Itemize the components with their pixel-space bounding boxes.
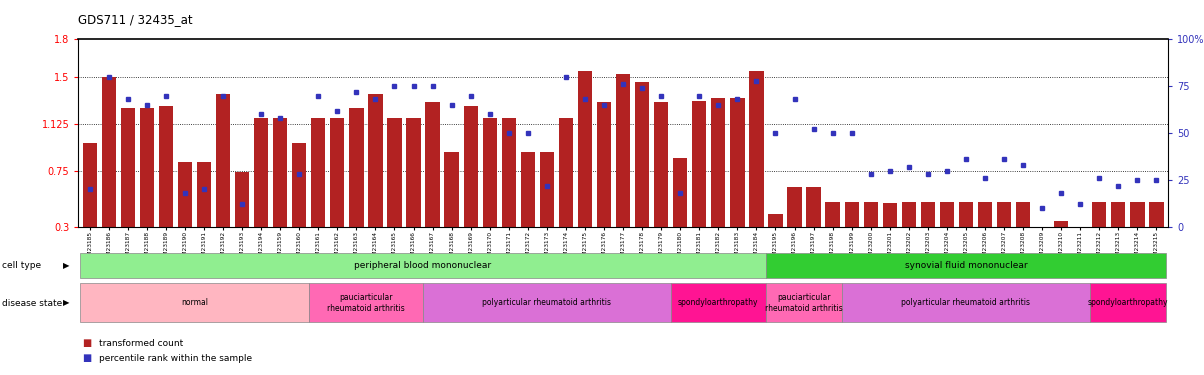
Text: pauciarticular
rheumatoid arthritis: pauciarticular rheumatoid arthritis bbox=[766, 293, 843, 312]
Bar bbox=[1016, 202, 1031, 227]
Bar bbox=[483, 118, 497, 227]
Bar bbox=[768, 214, 783, 227]
Bar bbox=[616, 74, 630, 227]
Bar bbox=[423, 284, 671, 322]
Text: spondyloarthropathy: spondyloarthropathy bbox=[678, 298, 759, 307]
Bar bbox=[559, 118, 573, 227]
Bar bbox=[83, 143, 96, 227]
Text: disease state: disease state bbox=[2, 298, 63, 307]
Text: peripheral blood mononuclear: peripheral blood mononuclear bbox=[354, 261, 491, 270]
Bar bbox=[388, 118, 402, 227]
Bar bbox=[749, 70, 763, 227]
Text: percentile rank within the sample: percentile rank within the sample bbox=[99, 354, 252, 363]
Bar bbox=[330, 118, 344, 227]
Bar bbox=[216, 94, 230, 227]
Text: ■: ■ bbox=[82, 338, 92, 348]
Bar bbox=[863, 202, 878, 227]
Text: pauciarticular
rheumatoid arthritis: pauciarticular rheumatoid arthritis bbox=[327, 293, 405, 312]
Bar bbox=[254, 118, 268, 227]
Bar bbox=[520, 152, 535, 227]
Bar bbox=[196, 162, 211, 227]
Bar bbox=[1131, 202, 1145, 227]
Text: ▶: ▶ bbox=[64, 261, 70, 270]
Bar bbox=[120, 108, 135, 227]
Bar bbox=[883, 203, 897, 227]
Bar bbox=[1150, 202, 1163, 227]
Bar bbox=[958, 202, 973, 227]
Bar bbox=[940, 202, 954, 227]
Bar bbox=[444, 152, 459, 227]
Bar bbox=[730, 98, 744, 227]
Bar bbox=[578, 70, 592, 227]
Text: transformed count: transformed count bbox=[99, 339, 183, 348]
Bar bbox=[1090, 284, 1165, 322]
Text: ■: ■ bbox=[82, 353, 92, 363]
Bar bbox=[293, 143, 306, 227]
Bar bbox=[178, 162, 193, 227]
Bar bbox=[273, 118, 288, 227]
Bar bbox=[673, 158, 687, 227]
Bar bbox=[101, 77, 116, 227]
Bar bbox=[826, 202, 839, 227]
Bar bbox=[766, 284, 842, 322]
Bar bbox=[842, 284, 1090, 322]
Bar bbox=[502, 118, 517, 227]
Bar bbox=[407, 118, 420, 227]
Text: GDS711 / 32435_at: GDS711 / 32435_at bbox=[78, 13, 193, 26]
Bar bbox=[81, 284, 308, 322]
Bar bbox=[597, 102, 612, 227]
Bar bbox=[671, 284, 766, 322]
Text: polyarticular rheumatoid arthritis: polyarticular rheumatoid arthritis bbox=[483, 298, 612, 307]
Bar bbox=[787, 187, 802, 227]
Bar bbox=[997, 202, 1011, 227]
Bar bbox=[1054, 220, 1068, 227]
Bar bbox=[349, 108, 364, 227]
Bar bbox=[921, 202, 936, 227]
Bar bbox=[81, 253, 766, 278]
Bar bbox=[311, 118, 325, 227]
Bar bbox=[712, 98, 726, 227]
Bar bbox=[308, 284, 423, 322]
Bar bbox=[140, 108, 154, 227]
Bar bbox=[539, 152, 554, 227]
Text: ▶: ▶ bbox=[64, 298, 70, 307]
Bar bbox=[902, 202, 916, 227]
Bar bbox=[159, 106, 173, 227]
Text: polyarticular rheumatoid arthritis: polyarticular rheumatoid arthritis bbox=[902, 298, 1031, 307]
Bar bbox=[464, 106, 478, 227]
Bar bbox=[978, 202, 992, 227]
Text: synovial fluid mononuclear: synovial fluid mononuclear bbox=[904, 261, 1027, 270]
Text: normal: normal bbox=[181, 298, 208, 307]
Bar bbox=[766, 253, 1165, 278]
Bar bbox=[692, 100, 707, 227]
Bar bbox=[807, 187, 821, 227]
Text: spondyloarthropathy: spondyloarthropathy bbox=[1087, 298, 1168, 307]
Bar bbox=[368, 94, 383, 227]
Text: cell type: cell type bbox=[2, 261, 41, 270]
Bar bbox=[844, 202, 858, 227]
Bar bbox=[235, 172, 249, 227]
Bar bbox=[1092, 202, 1106, 227]
Bar bbox=[425, 102, 439, 227]
Bar bbox=[654, 102, 668, 227]
Bar bbox=[1111, 202, 1126, 227]
Bar bbox=[635, 82, 649, 227]
